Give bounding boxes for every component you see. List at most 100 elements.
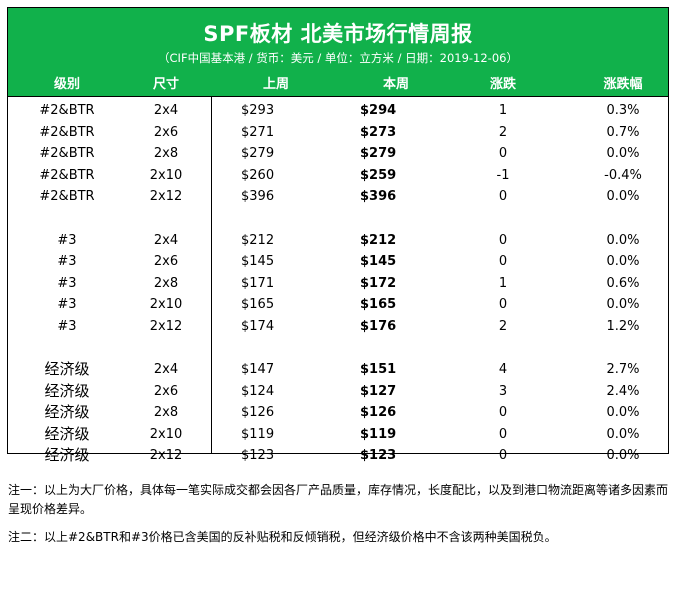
cell-change-pct: 0.0%	[606, 426, 640, 442]
cell-last-week: $126	[241, 405, 275, 420]
cell-last-week: $396	[241, 189, 275, 204]
cell-last-week: $212	[241, 232, 275, 248]
cell-this-week: $212	[360, 232, 397, 248]
table-body: #2&BTR 2x4 $293 $294 1 0.3% #2&BTR 2x6 $271 $273 2…	[8, 100, 668, 467]
cell-change: 1	[498, 103, 508, 118]
table-row: #2&BTR 2x6 $271 $273 2 0.7%	[8, 122, 668, 144]
cell-change-pct: 0.7%	[606, 124, 640, 140]
cell-this-week: $279	[360, 146, 397, 161]
report-subtitle: （CIF中国基本港 / 货币：美元 / 单位：立方米 / 日期：2019-12-…	[158, 51, 518, 65]
footnote-2: 注二：以上#2&BTR和#3价格已含美国的反补贴税和反倾销税，但经济级价格中不含…	[8, 530, 557, 544]
cell-grade: #3	[57, 275, 77, 291]
cell-change-pct: 0.0%	[606, 297, 640, 312]
cell-grade: #3	[57, 297, 77, 312]
cell-size: 2x12	[149, 318, 183, 334]
table-row: #2&BTR 2x8 $279 $279 0 0.0%	[8, 143, 668, 165]
cell-grade: #2&BTR	[39, 124, 95, 140]
cell-change-pct: 0.0%	[606, 146, 640, 161]
cell-grade: 经济级	[44, 446, 90, 464]
cell-last-week: $123	[241, 448, 275, 463]
cell-grade: #3	[57, 254, 77, 269]
cell-size: 2x10	[149, 167, 183, 183]
cell-change: 0	[498, 297, 508, 312]
cell-change: 0	[498, 232, 508, 248]
cell-change-pct: 0.0%	[606, 232, 640, 248]
cell-change-pct: 2.4%	[606, 383, 640, 399]
cell-change: 0	[498, 405, 508, 420]
cell-change-pct: 2.7%	[606, 362, 640, 377]
cell-this-week: $273	[360, 124, 397, 140]
cell-size: 2x12	[149, 448, 183, 463]
column-header-change: 涨跌	[489, 77, 516, 92]
cell-this-week: $176	[360, 318, 397, 334]
cell-change: 3	[498, 383, 508, 399]
cell-size: 2x6	[153, 383, 179, 399]
cell-change-pct: 0.6%	[606, 275, 640, 291]
cell-grade: #2&BTR	[39, 103, 95, 118]
column-header-change-pct: 涨跌幅	[603, 77, 643, 92]
column-header-size: 尺寸	[152, 77, 179, 92]
cell-last-week: $260	[241, 167, 275, 183]
cell-last-week: $174	[241, 318, 275, 334]
cell-change: 4	[498, 362, 508, 377]
column-header-grade: 级别	[53, 77, 80, 92]
cell-change: 0	[498, 146, 508, 161]
cell-change-pct: 0.0%	[606, 254, 640, 269]
cell-this-week: $145	[360, 254, 397, 269]
cell-size: 2x4	[153, 103, 179, 118]
cell-change: 2	[498, 124, 508, 140]
cell-size: 2x12	[149, 189, 183, 204]
cell-this-week: $119	[360, 426, 397, 442]
cell-change-pct: -0.4%	[604, 167, 642, 183]
table-row: #2&BTR 2x4 $293 $294 1 0.3%	[8, 100, 668, 122]
cell-change-pct: 1.2%	[606, 318, 640, 334]
column-header-last-week: 上周	[262, 77, 289, 92]
table-row: 经济级 2x8 $126 $126 0 0.0%	[8, 402, 668, 424]
cell-size: 2x6	[153, 254, 179, 269]
column-header-this-week: 本周	[382, 77, 409, 92]
cell-change: 2	[498, 318, 508, 334]
cell-change-pct: 0.0%	[606, 405, 640, 420]
cell-this-week: $123	[360, 448, 397, 463]
cell-last-week: $171	[241, 275, 275, 291]
cell-grade: 经济级	[44, 381, 90, 400]
cell-size: 2x4	[153, 362, 179, 377]
table-row: #3 2x10 $165 $165 0 0.0%	[8, 294, 668, 316]
cell-grade: #2&BTR	[39, 146, 95, 161]
cell-grade: 经济级	[44, 360, 90, 378]
cell-this-week: $294	[360, 103, 397, 118]
cell-change-pct: 0.0%	[606, 189, 640, 204]
cell-grade: #2&BTR	[39, 189, 95, 204]
cell-this-week: $126	[360, 405, 397, 420]
cell-size: 2x10	[149, 426, 183, 442]
cell-change-pct: 0.0%	[606, 448, 640, 463]
cell-this-week: $127	[360, 383, 397, 399]
report-title: SPF板材 北美市场行情周报	[203, 22, 473, 46]
table-row: 经济级 2x4 $147 $151 4 2.7%	[8, 359, 668, 381]
cell-this-week: $172	[360, 275, 397, 291]
cell-last-week: $271	[241, 124, 275, 140]
cell-last-week: $165	[241, 297, 275, 312]
column-divider	[211, 96, 212, 453]
cell-size: 2x6	[153, 124, 179, 140]
cell-last-week: $124	[241, 383, 275, 399]
table-row: 经济级 2x10 $119 $119 0 0.0%	[8, 424, 668, 446]
header-divider	[8, 96, 668, 97]
report-header: SPF板材 北美市场行情周报 （CIF中国基本港 / 货币：美元 / 单位：立方…	[8, 8, 668, 96]
cell-last-week: $279	[241, 146, 275, 161]
footnotes: 注一：以上为大厂价格，具体每一笔实际成交都会因各厂产品质量，库存情况，长度配比，…	[8, 481, 673, 556]
cell-last-week: $293	[241, 103, 275, 118]
cell-grade: #3	[57, 318, 77, 334]
cell-size: 2x4	[153, 232, 179, 248]
cell-grade: 经济级	[44, 424, 90, 443]
cell-last-week: $119	[241, 426, 275, 442]
cell-change: -1	[496, 167, 510, 183]
cell-last-week: $147	[241, 362, 275, 377]
cell-change: 0	[498, 448, 508, 463]
cell-grade: #3	[57, 232, 77, 248]
table-row: #3 2x4 $212 $212 0 0.0%	[8, 230, 668, 252]
cell-change: 0	[498, 254, 508, 269]
table-row: 经济级 2x12 $123 $123 0 0.0%	[8, 445, 668, 467]
cell-size: 2x8	[153, 146, 179, 161]
cell-change: 0	[498, 426, 508, 442]
